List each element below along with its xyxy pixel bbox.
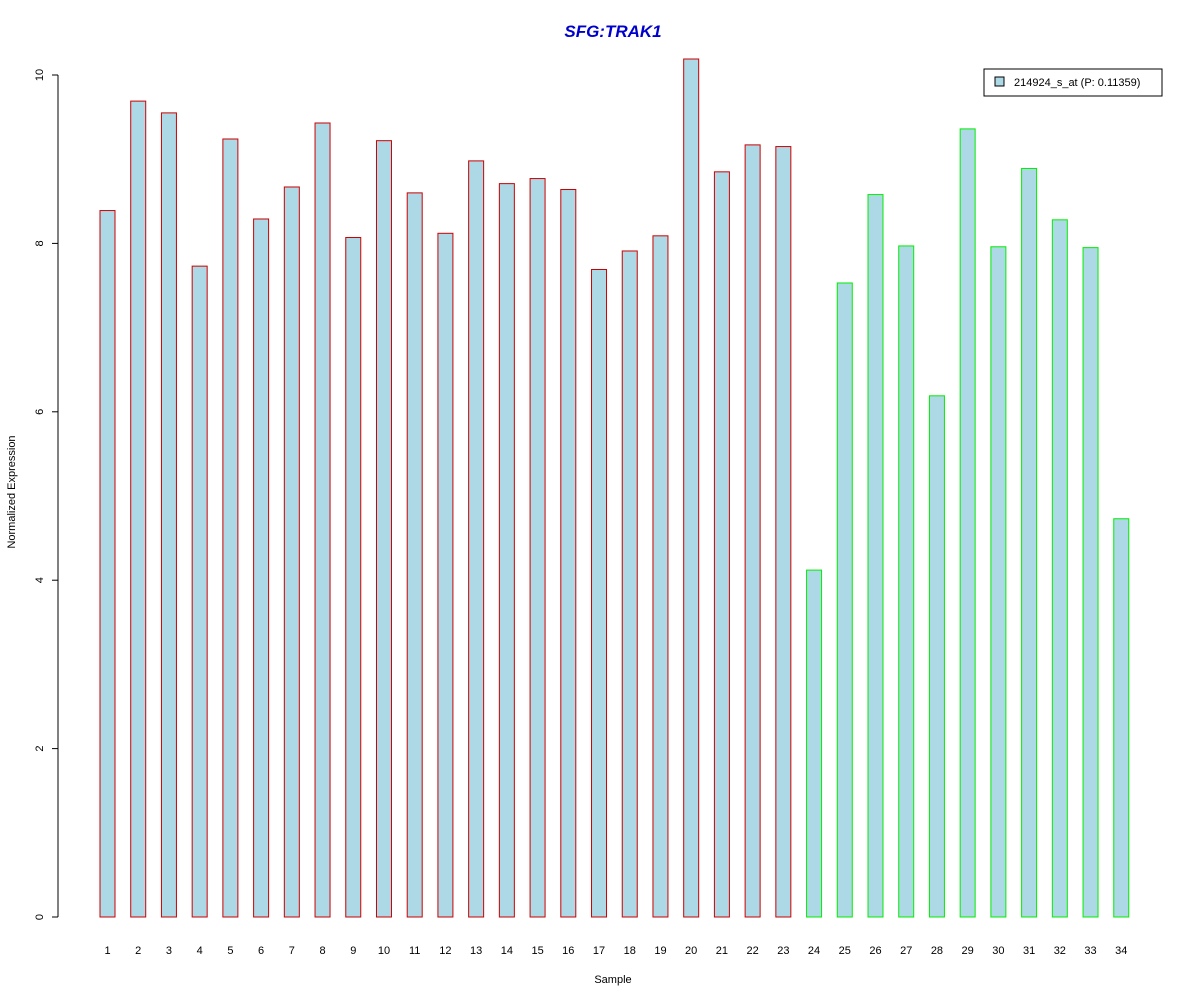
x-tick-label: 22 [746, 945, 758, 957]
x-tick-label: 12 [439, 945, 451, 957]
bar-sample-17 [591, 269, 608, 918]
bars [99, 58, 1130, 918]
x-tick-label: 15 [531, 945, 543, 957]
y-tick-label: 8 [34, 240, 46, 246]
bar-sample-21 [713, 171, 730, 918]
x-tick-label: 25 [839, 945, 851, 957]
x-tick-label: 30 [992, 945, 1004, 957]
y-tick-label: 0 [34, 914, 46, 920]
bar-sample-31 [1021, 167, 1038, 918]
legend-box [983, 68, 1163, 97]
y-tick-label: 6 [34, 409, 46, 415]
bar-sample-20 [683, 58, 700, 918]
chart-title: SFG:TRAK1 [564, 22, 661, 41]
x-tick-label: 6 [258, 945, 264, 957]
bar-sample-32 [1051, 219, 1068, 918]
bar-sample-22 [744, 144, 761, 918]
x-tick-label: 33 [1084, 945, 1096, 957]
bar-sample-27 [898, 245, 915, 918]
bar-sample-14 [498, 183, 515, 918]
bar-sample-25 [836, 282, 853, 918]
x-tick-label: 34 [1115, 945, 1127, 957]
bar-sample-7 [283, 186, 300, 918]
bar-sample-16 [560, 189, 577, 918]
bar-sample-34 [1113, 518, 1130, 918]
bar-sample-26 [867, 194, 884, 918]
x-tick-label: 16 [562, 945, 574, 957]
x-tick-label: 29 [962, 945, 974, 957]
bar-sample-19 [652, 235, 669, 918]
x-tick-label: 19 [654, 945, 666, 957]
y-tick-label: 2 [34, 746, 46, 752]
bar-sample-30 [990, 246, 1007, 918]
x-tick-label: 23 [777, 945, 789, 957]
bar-sample-12 [437, 232, 454, 918]
x-tick-label: 7 [289, 945, 295, 957]
x-tick-label: 9 [350, 945, 356, 957]
x-tick-label: 5 [227, 945, 233, 957]
y-axis-ticks: 0 2 4 6 8 10 [34, 69, 58, 920]
bar-sample-3 [160, 112, 177, 918]
y-axis-label: Normalized Expression [6, 435, 18, 548]
x-tick-label: 18 [624, 945, 636, 957]
bar-sample-23 [775, 146, 792, 918]
x-tick-label: 20 [685, 945, 697, 957]
bar-sample-5 [222, 138, 239, 918]
x-tick-label: 24 [808, 945, 820, 957]
legend-swatch [994, 76, 1005, 87]
x-tick-label: 17 [593, 945, 605, 957]
bar-sample-6 [253, 218, 270, 918]
x-tick-label: 10 [378, 945, 390, 957]
bar-sample-15 [529, 178, 546, 918]
bar-sample-4 [191, 265, 208, 918]
bar-sample-13 [468, 160, 485, 918]
bar-sample-33 [1082, 247, 1099, 918]
x-tick-label: 28 [931, 945, 943, 957]
x-tick-label: 1 [104, 945, 110, 957]
x-tick-label: 27 [900, 945, 912, 957]
x-tick-label: 26 [869, 945, 881, 957]
x-tick-label: 14 [501, 945, 513, 957]
legend-entry: 214924_s_at (P: 0.11359) [1014, 77, 1140, 89]
x-tick-label: 32 [1054, 945, 1066, 957]
y-tick-label: 10 [34, 69, 46, 81]
bar-sample-29 [959, 128, 976, 918]
x-tick-label: 8 [319, 945, 325, 957]
x-axis-label: Sample [594, 974, 631, 986]
bar-sample-1 [99, 210, 116, 918]
legend: 214924_s_at (P: 0.11359) [983, 68, 1163, 97]
bar-sample-11 [406, 192, 423, 918]
bar-sample-28 [928, 395, 945, 918]
x-tick-label: 13 [470, 945, 482, 957]
bar-sample-9 [345, 237, 362, 918]
bar-sample-24 [806, 569, 823, 918]
y-tick-label: 4 [34, 577, 46, 583]
bar-sample-8 [314, 122, 331, 918]
bar-sample-2 [130, 100, 147, 918]
bar-sample-10 [375, 140, 392, 918]
x-tick-label: 3 [166, 945, 172, 957]
x-tick-label: 11 [409, 945, 420, 957]
bar-sample-18 [621, 250, 638, 918]
x-tick-label: 4 [197, 945, 203, 957]
x-tick-label: 21 [716, 945, 728, 957]
x-tick-label: 2 [135, 945, 141, 957]
x-tick-label: 31 [1023, 945, 1035, 957]
x-tick-labels: 1 2 3 4 5 6 7 8 9 10 11 12 13 14 15 16 17 18 19 20 21 22 23 24 2… [104, 945, 1127, 957]
